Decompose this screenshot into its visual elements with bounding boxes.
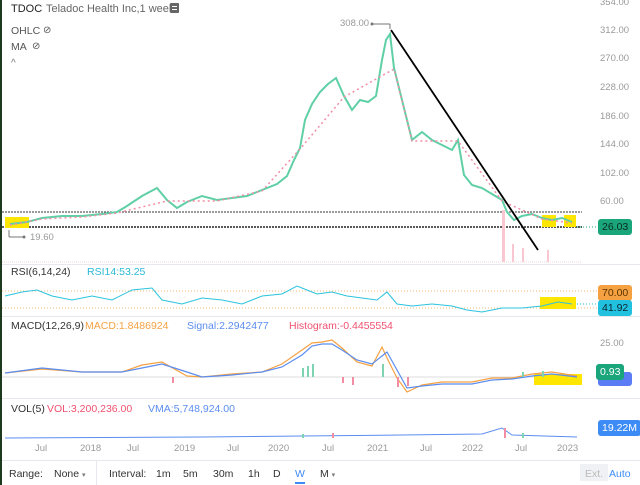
interval-m-dropdown[interactable]: M ▾ (320, 468, 335, 480)
chevron-down-icon: ▾ (82, 472, 86, 479)
ext-button[interactable]: Ext. (585, 468, 604, 480)
vol-value: VOL:3,200,236.00 (47, 403, 133, 415)
eye-slash-icon[interactable]: ⊘ (43, 25, 52, 36)
interval-1m[interactable]: 1m (156, 468, 171, 480)
overlay-ohlc-label: OHLC (11, 25, 41, 37)
price-tick: 102.00 (600, 168, 630, 179)
macd-histogram: Histogram:-0.4455554 (289, 320, 393, 332)
time-tick: Jul (420, 443, 433, 454)
interval-1h[interactable]: 1h (248, 468, 260, 480)
eye-slash-icon[interactable]: ⊘ (32, 41, 41, 52)
time-tick: 2021 (367, 443, 389, 454)
toolbar-separator (96, 460, 97, 485)
chart-title: Teladoc Health Inc,1 week (46, 3, 175, 15)
last-price-badge: 26.03 (598, 219, 633, 235)
macd-value: MACD:1.8486924 (85, 320, 169, 332)
bottom-toolbar: Range: None ▾ Interval: 1m 5m 30m 1h D W… (2, 460, 640, 485)
range-label: Range: (9, 468, 43, 480)
symbol-label: TDOC (11, 3, 43, 15)
time-tick: 2018 (80, 443, 102, 454)
time-tick: 2019 (174, 443, 196, 454)
price-tick: 270.00 (600, 53, 630, 64)
macd-title: MACD(12,26,9) (11, 320, 84, 332)
price-tick: 144.00 (600, 139, 630, 150)
price-tick: 354.00 (600, 0, 630, 8)
price-tick: 228.00 (600, 82, 630, 93)
rsi-value: RSI14:53.25 (87, 266, 146, 278)
macd-axis-tick: 25.00 (600, 338, 624, 349)
interval-d[interactable]: D (273, 468, 281, 480)
pane-divider (2, 264, 640, 265)
ext-button-bg (580, 464, 608, 481)
price-tick: 60.00 (600, 196, 624, 207)
time-tick: 2022 (462, 443, 484, 454)
pane-divider (2, 316, 640, 317)
toolbar-divider (2, 460, 640, 461)
time-tick: Jul (227, 443, 240, 454)
low-marker-label: 19.60 (30, 232, 54, 243)
price-chart-canvas[interactable] (2, 0, 640, 460)
interval-30m[interactable]: 30m (213, 468, 234, 480)
range-value: None (54, 468, 80, 480)
interval-m: M (320, 468, 329, 480)
range-select[interactable]: None ▾ (54, 468, 86, 480)
interval-5m[interactable]: 5m (183, 468, 198, 480)
time-tick: Jul (35, 443, 48, 454)
vol-current-badge: 19.22M (598, 420, 640, 436)
price-tick: 186.00 (600, 111, 630, 122)
overlay-ma-label: MA (11, 41, 27, 53)
high-marker-label: 308.00 (340, 18, 370, 29)
time-tick: 2023 (557, 443, 579, 454)
macd-current-badge: 0.93 (596, 364, 625, 380)
rsi-current-badge: 41.92 (598, 300, 633, 316)
pane-divider (2, 398, 640, 399)
interval-w[interactable]: W (295, 468, 305, 484)
vol-title: VOL(5) (11, 403, 45, 415)
macd-signal: Signal:2.2942477 (187, 320, 269, 332)
rsi-overbought-badge: 70.00 (598, 285, 633, 301)
time-tick: 2020 (268, 443, 290, 454)
auto-button[interactable]: Auto (609, 468, 631, 480)
collapse-chevron-icon[interactable]: ^ (11, 58, 16, 69)
vma-value: VMA:5,748,924.00 (148, 403, 235, 415)
time-tick: Jul (127, 443, 140, 454)
details-icon[interactable] (170, 3, 179, 13)
time-tick: Jul (322, 443, 335, 454)
rsi-title: RSI(6,14,24) (11, 266, 71, 278)
interval-label: Interval: (109, 468, 147, 480)
time-tick: Jul (515, 443, 528, 454)
chevron-down-icon: ▾ (331, 472, 336, 479)
price-tick: 312.00 (600, 25, 630, 36)
